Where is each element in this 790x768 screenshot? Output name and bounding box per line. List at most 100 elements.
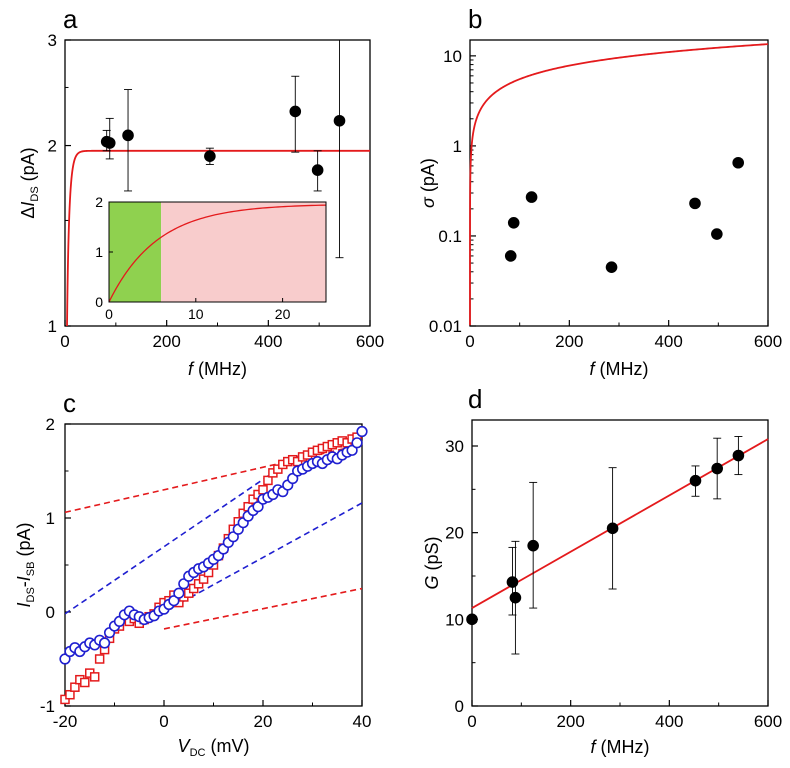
data-point — [504, 250, 517, 262]
x-axis-label-unit: (MHz) — [596, 737, 650, 757]
dashed-guide-line — [65, 455, 299, 615]
red-square-point — [94, 654, 105, 664]
y-tick-label: 0 — [46, 603, 55, 622]
x-tick-label: 0 — [159, 712, 168, 731]
y-axis-label-var2: I — [14, 576, 34, 581]
x-tick-label: 600 — [754, 332, 782, 351]
red-square-point — [65, 689, 75, 700]
x-tick-label: 20 — [254, 712, 273, 731]
data-point — [509, 591, 522, 604]
panel-b: 0 200 400 600 0.01 0.1 1 10 b f (MHz) σ (pA) — [418, 4, 782, 379]
y-axis-label-var1: I — [14, 602, 34, 607]
x-tick-label: 600 — [356, 332, 384, 351]
y-axis-label-unit: (pS) — [422, 536, 442, 575]
y-tick-label: 2 — [48, 137, 57, 156]
y-axis-label-unit: (pA) — [418, 158, 438, 197]
x-axis-label: f (MHz) — [590, 359, 649, 379]
data-point — [732, 449, 745, 462]
red-square-point — [70, 682, 80, 692]
x-axis-label-sub: DC — [190, 747, 206, 759]
x-axis-label-unit: (MHz) — [193, 359, 247, 379]
red-square-point — [80, 677, 90, 688]
x-axis-label-var: V — [178, 736, 192, 756]
y-axis-label-dash: - — [14, 581, 34, 587]
inset-x-tick-label: 0 — [105, 306, 113, 322]
blue-circle-point — [59, 653, 71, 665]
x-tick-label: 0 — [60, 332, 69, 351]
y-tick-label: 1 — [46, 509, 55, 528]
data-point — [103, 137, 116, 149]
data-point — [711, 228, 723, 240]
x-tick-label: 600 — [754, 712, 782, 731]
x-tick-label: 0 — [467, 712, 476, 731]
y-tick-label: 1 — [48, 317, 57, 336]
data-point — [689, 474, 702, 487]
x-axis-label-var: f — [590, 359, 597, 379]
y-axis-label-unit: (pA) — [14, 522, 34, 561]
y-axis-label-var: G — [422, 576, 442, 590]
y-axis-label-var: I — [18, 202, 38, 207]
red-square-point — [263, 475, 273, 486]
blue-circle-point — [356, 425, 368, 438]
dashed-guide-line — [163, 587, 362, 630]
data-point — [525, 191, 538, 203]
inset-y-tick-label: 1 — [95, 244, 103, 260]
red-square-point — [198, 574, 209, 584]
data-point — [333, 114, 346, 127]
y-tick-label: 0 — [455, 697, 464, 716]
panel-letter: b — [468, 4, 482, 34]
x-tick-label: 400 — [655, 712, 683, 731]
data-point — [711, 462, 723, 475]
y-axis-label-unit: (pA) — [18, 147, 38, 186]
x-tick-label: 400 — [654, 332, 682, 351]
blue-circle-point — [287, 472, 299, 485]
blue-circle-point — [178, 578, 190, 590]
data-point — [507, 216, 520, 229]
blue-circle-point — [351, 437, 363, 449]
panel-d: 0 200 400 600 0 10 20 30 d f (MHz) G (pS) — [422, 384, 782, 757]
fit-curve — [66, 149, 370, 326]
data-point — [204, 150, 216, 162]
data-point — [466, 613, 478, 626]
x-tick-label: 200 — [555, 332, 583, 351]
data-point — [311, 164, 324, 176]
x-axis-label-var: f — [591, 737, 598, 757]
blue-circle-point — [98, 637, 111, 649]
x-tick-label: 40 — [353, 712, 372, 731]
y-axis-label: ΔIDS (pA) — [18, 147, 41, 218]
x-axis-label: VDC (mV) — [178, 736, 250, 759]
y-axis-label: σ (pA) — [418, 158, 438, 208]
x-axis-label: f (MHz) — [188, 359, 247, 379]
x-axis-label-unit: (MHz) — [595, 359, 649, 379]
red-square-point — [89, 672, 100, 682]
panel-letter: d — [468, 384, 482, 414]
data-point — [689, 197, 701, 210]
data-point — [506, 576, 519, 588]
x-tick-label: 200 — [556, 712, 584, 731]
data-point — [289, 105, 302, 118]
data-point — [122, 129, 134, 142]
data-point — [527, 539, 539, 552]
inset-x-tick-label: 10 — [188, 306, 204, 322]
y-tick-label: 10 — [443, 47, 462, 66]
y-tick-label: 1 — [453, 137, 462, 156]
x-tick-label: 0 — [465, 332, 474, 351]
panel-letter: a — [63, 4, 78, 34]
y-tick-label: 0.01 — [429, 317, 462, 336]
x-axis-label-var: f — [188, 359, 195, 379]
y-tick-label: 3 — [48, 31, 57, 50]
blue-circle-point — [346, 444, 358, 456]
inset-x-tick-label: 20 — [275, 306, 291, 322]
y-tick-label: 20 — [445, 524, 464, 543]
y-axis-label-prefix: Δ — [18, 207, 38, 219]
y-tick-label: 10 — [445, 610, 464, 629]
y-tick-label: 0.1 — [438, 227, 462, 246]
dashed-guide-line — [163, 502, 362, 613]
y-axis-label-sub1: DS — [25, 587, 37, 602]
inset-y-tick-label: 0 — [95, 294, 103, 310]
x-tick-label: 400 — [254, 332, 282, 351]
x-tick-label: 200 — [152, 332, 180, 351]
